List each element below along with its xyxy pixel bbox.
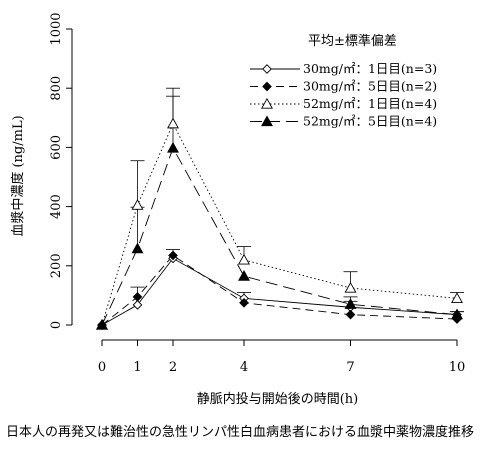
series-lines xyxy=(101,122,458,326)
data-point xyxy=(239,297,249,308)
legend-label: 30mg/㎡：5日目(n=2) xyxy=(303,79,437,94)
data-point xyxy=(238,253,250,265)
x-tick-label: 4 xyxy=(240,360,248,375)
x-tick-label: 10 xyxy=(449,360,466,375)
series-line xyxy=(101,254,458,326)
y-axis-label: 血漿中濃度 (ng/mL) xyxy=(10,115,26,236)
y-tick-label: 0 xyxy=(49,321,64,329)
x-tick-label: 2 xyxy=(169,360,177,375)
x-axis-label: 静脈内投与開始後の時間(h) xyxy=(197,391,359,407)
y-tick-label: 1000 xyxy=(49,12,64,45)
axes: 0 200 400 600 800 1000 0 1 2 4 7 10 静脈内投与開始後の時間(h) 血漿… xyxy=(10,12,465,407)
legend-title: 平均±標準偏差 xyxy=(308,33,397,49)
y-tick-label: 400 xyxy=(49,194,64,219)
legend-marker xyxy=(261,97,273,109)
series-line xyxy=(101,122,458,326)
data-point xyxy=(344,281,357,293)
data-point xyxy=(96,318,108,330)
series-line xyxy=(101,146,458,326)
legend-label: 52mg/㎡：1日目(n=4) xyxy=(303,96,437,111)
legend-label: 52mg/㎡：5日目(n=4) xyxy=(303,114,437,129)
data-point xyxy=(131,198,144,210)
legend-marker xyxy=(262,64,272,74)
data-point xyxy=(451,308,463,320)
line-chart: 0 200 400 600 800 1000 0 1 2 4 7 10 静脈内投与開始後の時間(h) 血漿… xyxy=(10,12,465,407)
x-tick-label: 7 xyxy=(346,360,354,375)
data-point xyxy=(345,309,356,320)
data-point xyxy=(131,242,144,254)
legend: 平均±標準偏差 30mg/㎡：1日目(n=3) 30mg/㎡：5日目(n=2) 52m… xyxy=(250,33,437,129)
data-point xyxy=(344,298,357,309)
data-point xyxy=(168,250,178,261)
data-point xyxy=(132,292,143,302)
data-point xyxy=(167,141,179,153)
x-tick-label: 0 xyxy=(98,360,106,375)
y-tick-label: 200 xyxy=(49,253,64,278)
legend-marker xyxy=(262,81,272,92)
x-tick-label: 1 xyxy=(133,360,141,375)
y-tick-label: 600 xyxy=(49,135,64,160)
figure-caption: 日本人の再発又は難治性の急性リンパ性白血病患者における血漿中薬物濃度推移 xyxy=(6,425,475,440)
series-line xyxy=(101,257,458,326)
data-point xyxy=(167,117,179,129)
y-tick-label: 800 xyxy=(49,76,64,101)
legend-label: 30mg/㎡：1日目(n=3) xyxy=(303,61,437,76)
data-point xyxy=(132,300,143,310)
data-point xyxy=(238,270,250,281)
legend-marker xyxy=(261,115,273,127)
series-markers xyxy=(96,117,463,330)
data-point xyxy=(451,292,463,303)
